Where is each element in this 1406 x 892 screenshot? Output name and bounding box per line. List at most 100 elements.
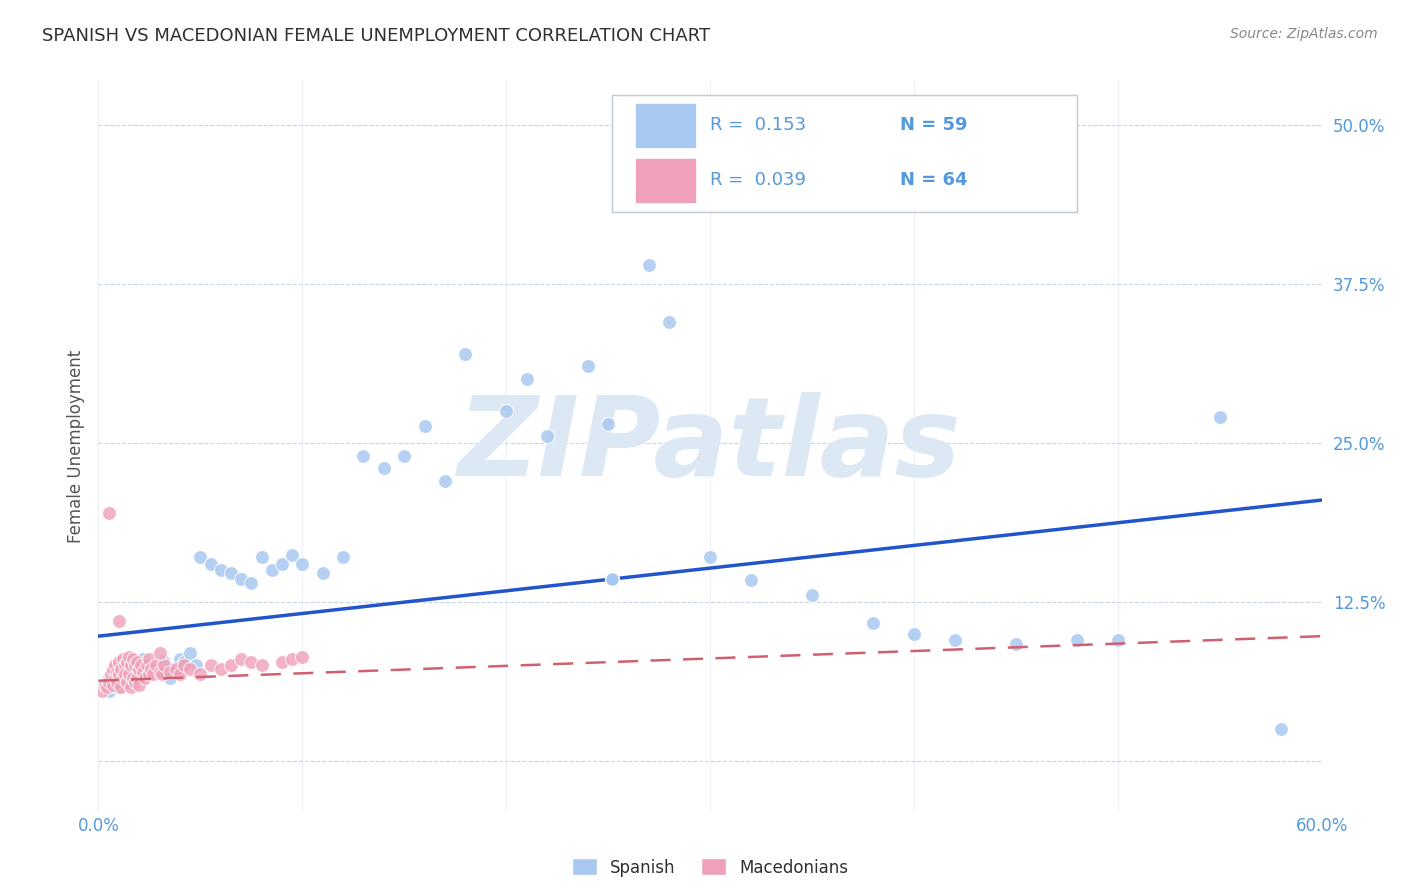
Point — [127, 655, 149, 669]
Point — [97, 671, 120, 685]
Point — [136, 658, 159, 673]
Point — [801, 589, 824, 603]
Point — [209, 563, 232, 577]
Point — [270, 655, 294, 669]
Point — [120, 658, 142, 673]
Point — [114, 667, 136, 681]
Point — [231, 652, 253, 666]
Point — [1066, 632, 1088, 647]
Point — [173, 655, 195, 669]
Point — [149, 646, 172, 660]
Text: ZIPatlas: ZIPatlas — [458, 392, 962, 500]
Point — [110, 662, 132, 676]
Point — [159, 665, 181, 679]
Point — [134, 671, 156, 685]
Point — [240, 575, 263, 590]
Point — [637, 258, 661, 272]
Point — [219, 658, 242, 673]
Point — [1107, 632, 1129, 647]
Point — [132, 652, 155, 666]
Point — [291, 557, 314, 571]
Point — [699, 550, 721, 565]
Point — [142, 667, 165, 681]
Point — [150, 667, 173, 681]
Point — [862, 616, 884, 631]
Point — [165, 662, 187, 676]
Point — [373, 461, 395, 475]
Point — [142, 661, 165, 675]
Point — [188, 667, 212, 681]
Point — [138, 667, 160, 681]
Point — [118, 649, 141, 664]
Point — [281, 548, 304, 562]
Point — [108, 614, 131, 628]
Point — [200, 658, 222, 673]
Point — [138, 667, 160, 681]
Point — [110, 680, 132, 694]
Point — [114, 658, 136, 673]
Point — [270, 557, 294, 571]
Point — [104, 675, 127, 690]
Point — [169, 652, 191, 666]
Point — [105, 675, 128, 690]
Point — [97, 506, 120, 520]
Point — [165, 662, 187, 676]
Point — [101, 662, 124, 676]
Point — [179, 662, 201, 676]
Point — [105, 665, 128, 679]
Point — [169, 667, 191, 681]
Point — [111, 665, 134, 679]
Point — [108, 667, 131, 681]
Point — [1209, 410, 1232, 425]
Point — [96, 680, 118, 694]
Point — [127, 671, 149, 685]
Point — [120, 680, 142, 694]
Point — [903, 626, 925, 640]
Point — [122, 652, 145, 666]
Text: SPANISH VS MACEDONIAN FEMALE UNEMPLOYMENT CORRELATION CHART: SPANISH VS MACEDONIAN FEMALE UNEMPLOYMEN… — [42, 27, 710, 45]
Point — [118, 667, 141, 681]
Point — [250, 658, 273, 673]
Point — [115, 675, 138, 690]
Point — [108, 655, 131, 669]
Point — [658, 315, 681, 329]
Point — [219, 566, 242, 580]
Point — [291, 649, 314, 664]
Point — [209, 662, 232, 676]
Point — [104, 658, 127, 673]
Point — [128, 658, 150, 673]
Point — [188, 550, 212, 565]
Point — [173, 658, 195, 673]
Point — [250, 550, 273, 565]
Point — [516, 372, 538, 386]
Point — [260, 563, 283, 577]
Point — [128, 662, 150, 676]
Point — [281, 652, 304, 666]
Point — [740, 573, 762, 587]
Point — [111, 652, 134, 666]
Point — [100, 667, 122, 681]
Point — [115, 655, 138, 669]
Text: Source: ZipAtlas.com: Source: ZipAtlas.com — [1230, 27, 1378, 41]
Point — [141, 662, 163, 676]
Point — [495, 404, 517, 418]
Point — [200, 557, 222, 571]
Point — [129, 658, 152, 673]
Point — [104, 671, 127, 685]
Legend: Spanish, Macedonians: Spanish, Macedonians — [572, 858, 848, 877]
Point — [97, 675, 120, 690]
Point — [1004, 637, 1026, 651]
Point — [128, 677, 150, 691]
Point — [576, 359, 599, 374]
Point — [124, 658, 146, 673]
Point — [434, 474, 457, 488]
Point — [132, 665, 155, 679]
Point — [101, 677, 124, 691]
Point — [159, 671, 181, 685]
Y-axis label: Female Unemployment: Female Unemployment — [66, 350, 84, 542]
Point — [454, 347, 477, 361]
Point — [122, 671, 145, 685]
Point — [536, 429, 558, 443]
Point — [352, 449, 374, 463]
Point — [598, 417, 620, 431]
